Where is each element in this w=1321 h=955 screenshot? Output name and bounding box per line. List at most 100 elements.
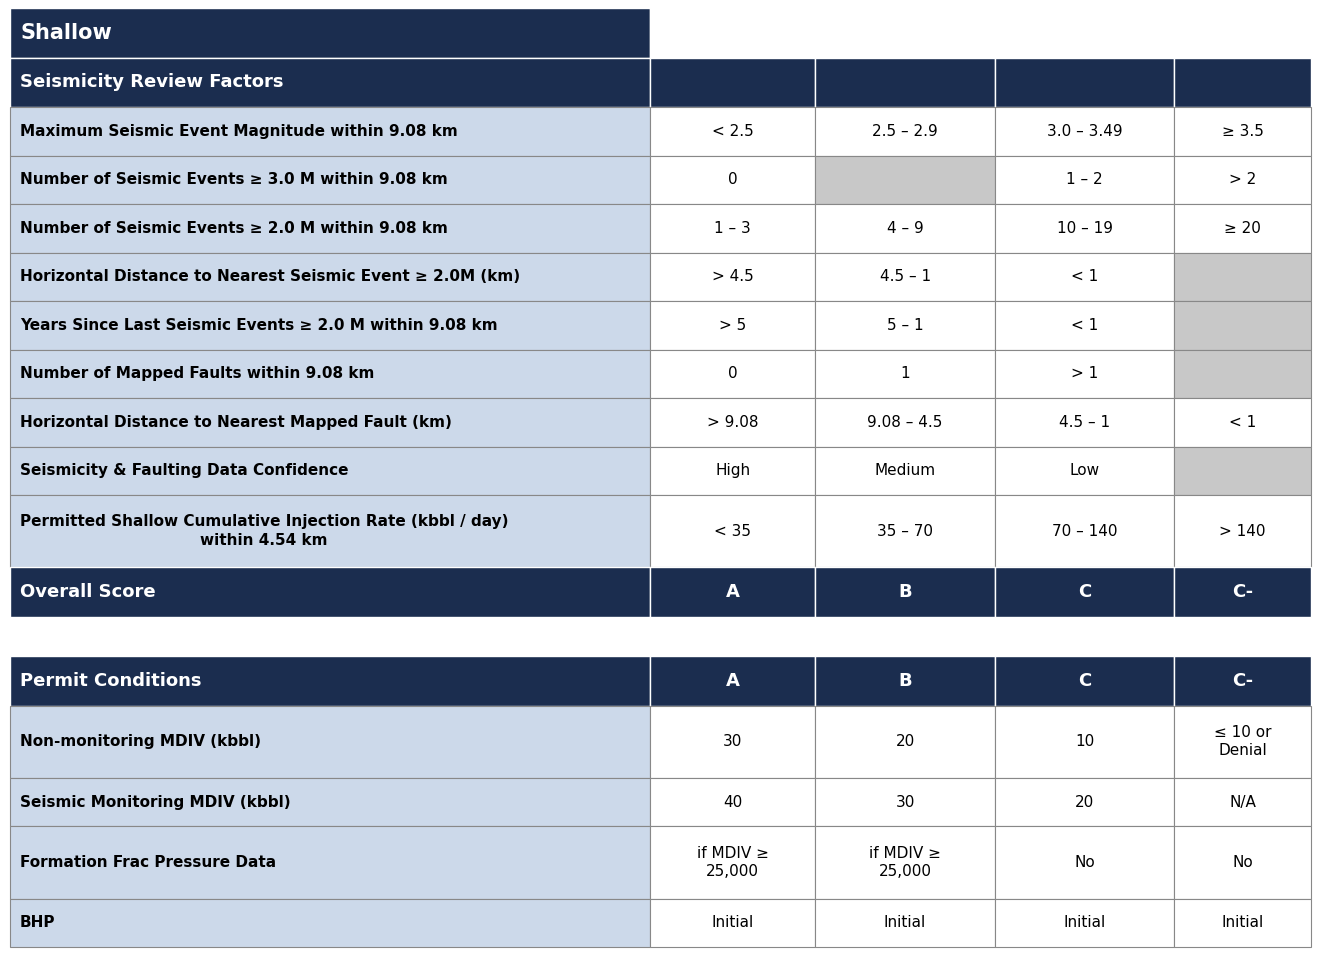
Text: < 1: < 1 (1229, 414, 1256, 430)
Bar (650, 57, 815, 107)
Bar (995, 706, 1174, 777)
Bar (650, 398, 815, 447)
Bar (995, 252, 1174, 301)
Text: Initial: Initial (1063, 915, 1106, 930)
Text: A: A (725, 584, 740, 601)
Bar (11, 826, 650, 899)
Text: 35 – 70: 35 – 70 (877, 523, 933, 539)
Bar (11, 447, 650, 495)
Bar (11, 567, 650, 617)
Bar (1174, 899, 1310, 947)
Bar (1174, 350, 1310, 398)
Bar (995, 826, 1174, 899)
Text: 10 – 19: 10 – 19 (1057, 221, 1112, 236)
Bar (11, 495, 650, 567)
Bar (650, 495, 815, 567)
Bar (11, 107, 650, 156)
Bar (815, 57, 995, 107)
Text: Initial: Initial (1222, 915, 1264, 930)
Text: < 2.5: < 2.5 (712, 124, 753, 138)
Bar (995, 899, 1174, 947)
Text: 3.0 – 3.49: 3.0 – 3.49 (1046, 124, 1123, 138)
Text: 2.5 – 2.9: 2.5 – 2.9 (872, 124, 938, 138)
Bar (11, 777, 650, 826)
Text: if MDIV ≥
25,000: if MDIV ≥ 25,000 (869, 845, 941, 880)
Text: 1: 1 (901, 367, 910, 381)
Text: 1 – 3: 1 – 3 (715, 221, 752, 236)
Text: BHP: BHP (20, 915, 55, 930)
Bar (650, 656, 815, 706)
Bar (1174, 495, 1310, 567)
Text: B: B (898, 671, 911, 690)
Bar (815, 350, 995, 398)
Bar (995, 301, 1174, 350)
Bar (650, 107, 815, 156)
Text: ≥ 3.5: ≥ 3.5 (1222, 124, 1264, 138)
Text: N/A: N/A (1230, 795, 1256, 810)
Text: ≤ 10 or
Denial: ≤ 10 or Denial (1214, 725, 1271, 758)
Bar (815, 204, 995, 252)
Bar (11, 706, 650, 777)
Bar (650, 252, 815, 301)
Bar (650, 706, 815, 777)
Text: > 4.5: > 4.5 (712, 269, 753, 285)
Text: 9.08 – 4.5: 9.08 – 4.5 (868, 414, 943, 430)
Bar (11, 350, 650, 398)
Bar (11, 398, 650, 447)
Text: 30: 30 (896, 795, 914, 810)
Text: Shallow: Shallow (20, 23, 112, 43)
Text: B: B (898, 584, 911, 601)
Text: > 2: > 2 (1229, 172, 1256, 187)
Text: Maximum Seismic Event Magnitude within 9.08 km: Maximum Seismic Event Magnitude within 9… (20, 124, 458, 138)
Bar (650, 301, 815, 350)
Bar (815, 252, 995, 301)
Bar (11, 57, 650, 107)
Bar (650, 899, 815, 947)
Text: 4.5 – 1: 4.5 – 1 (880, 269, 931, 285)
Text: Horizontal Distance to Nearest Seismic Event ≥ 2.0M (km): Horizontal Distance to Nearest Seismic E… (20, 269, 520, 285)
Bar (11, 156, 650, 204)
Bar (1174, 656, 1310, 706)
Bar (11, 656, 650, 706)
Text: Initial: Initial (712, 915, 754, 930)
Text: > 9.08: > 9.08 (707, 414, 758, 430)
Text: Non-monitoring MDIV (kbbl): Non-monitoring MDIV (kbbl) (20, 734, 262, 749)
Bar (995, 447, 1174, 495)
Bar (650, 156, 815, 204)
Bar (11, 8, 650, 57)
Bar (650, 350, 815, 398)
Text: Seismic Monitoring MDIV (kbbl): Seismic Monitoring MDIV (kbbl) (20, 795, 291, 810)
Text: No: No (1074, 855, 1095, 870)
Text: < 1: < 1 (1071, 318, 1098, 332)
Bar (650, 777, 815, 826)
Bar (995, 777, 1174, 826)
Bar (11, 899, 650, 947)
Bar (1174, 156, 1310, 204)
Bar (11, 252, 650, 301)
Text: Number of Seismic Events ≥ 3.0 M within 9.08 km: Number of Seismic Events ≥ 3.0 M within … (20, 172, 448, 187)
Text: if MDIV ≥
25,000: if MDIV ≥ 25,000 (696, 845, 769, 880)
Bar (815, 899, 995, 947)
Text: 70 – 140: 70 – 140 (1052, 523, 1118, 539)
Bar (995, 656, 1174, 706)
Text: Horizontal Distance to Nearest Mapped Fault (km): Horizontal Distance to Nearest Mapped Fa… (20, 414, 452, 430)
Text: C-: C- (1232, 584, 1254, 601)
Text: Medium: Medium (875, 463, 935, 478)
Bar (995, 567, 1174, 617)
Text: > 1: > 1 (1071, 367, 1098, 381)
Bar (1174, 777, 1310, 826)
Bar (1174, 567, 1310, 617)
Text: Low: Low (1070, 463, 1099, 478)
Text: > 140: > 140 (1219, 523, 1266, 539)
Text: 0: 0 (728, 172, 737, 187)
Bar (995, 495, 1174, 567)
Text: 40: 40 (723, 795, 742, 810)
Text: High: High (715, 463, 750, 478)
Bar (995, 57, 1174, 107)
Text: C-: C- (1232, 671, 1254, 690)
Bar (995, 398, 1174, 447)
Bar (995, 350, 1174, 398)
Bar (815, 567, 995, 617)
Bar (995, 107, 1174, 156)
Text: 0: 0 (728, 367, 737, 381)
